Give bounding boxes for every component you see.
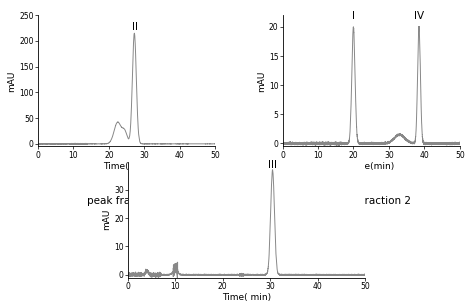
X-axis label: Time(min): Time(min) bbox=[103, 162, 150, 171]
Y-axis label: mAU: mAU bbox=[102, 209, 111, 230]
Text: II: II bbox=[132, 22, 138, 32]
Y-axis label: mAU: mAU bbox=[257, 70, 266, 92]
Text: IV: IV bbox=[414, 11, 424, 21]
X-axis label: Time( min): Time( min) bbox=[222, 293, 271, 303]
Text: I: I bbox=[352, 11, 355, 21]
Text: III: III bbox=[268, 160, 277, 170]
Text: peak fraction 2: peak fraction 2 bbox=[332, 196, 410, 206]
Y-axis label: mAU: mAU bbox=[8, 70, 17, 92]
Text: peak fraction 1: peak fraction 1 bbox=[87, 196, 166, 206]
X-axis label: Time(min): Time(min) bbox=[348, 162, 394, 171]
